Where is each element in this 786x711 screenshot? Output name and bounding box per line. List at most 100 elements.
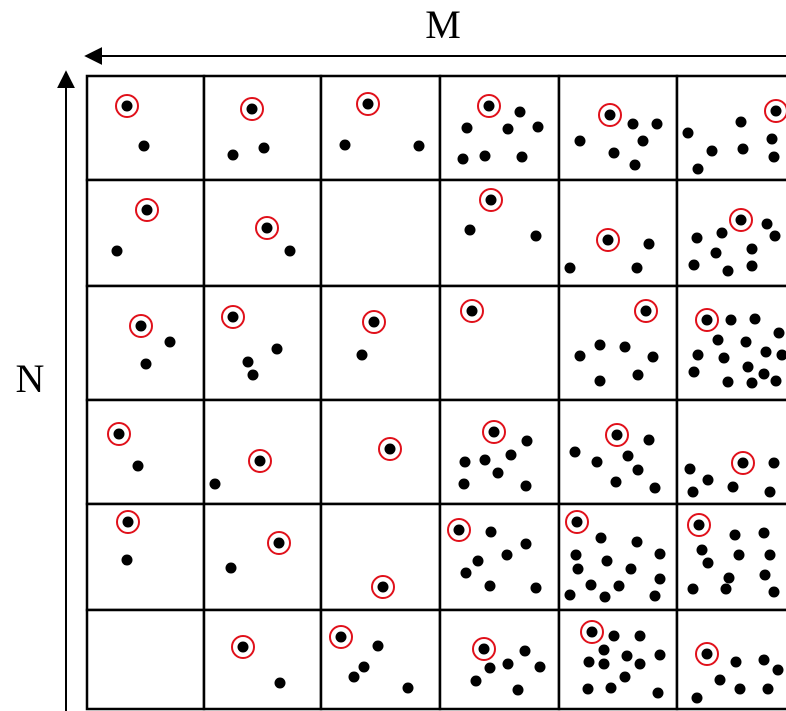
highlighted-dot	[640, 305, 652, 317]
dot	[284, 245, 296, 257]
highlighted-dot	[384, 443, 396, 455]
dot	[459, 456, 471, 468]
dot	[692, 349, 704, 361]
dot	[591, 456, 603, 468]
highlight-ring	[477, 94, 501, 118]
dot	[712, 334, 724, 346]
grid-cell-r5-c2	[202, 502, 323, 612]
dot	[770, 375, 782, 387]
m-axis-label: M	[425, 2, 461, 47]
dot	[746, 243, 758, 255]
dot	[619, 671, 631, 683]
dot	[691, 232, 703, 244]
dot	[716, 227, 728, 239]
highlighted-dot	[273, 537, 285, 549]
grid-cell-r5-c3	[319, 502, 442, 612]
dot	[132, 460, 144, 472]
dot	[111, 245, 123, 257]
dot	[460, 567, 472, 579]
dot	[402, 682, 414, 694]
dot	[764, 549, 776, 561]
dot	[749, 313, 761, 325]
n-axis-label: N	[16, 356, 45, 401]
highlight-ring	[255, 216, 279, 240]
highlighted-dot	[227, 311, 239, 323]
dot	[502, 658, 514, 670]
dot	[599, 591, 611, 603]
dot	[710, 247, 722, 259]
highlighted-dot	[693, 519, 705, 531]
highlight-ring	[107, 422, 131, 446]
dot	[725, 314, 737, 326]
dot	[348, 671, 360, 683]
highlighted-dot	[466, 305, 478, 317]
dot	[682, 127, 694, 139]
dot	[768, 151, 780, 163]
dot	[772, 664, 784, 676]
dot	[574, 350, 586, 362]
dot	[470, 675, 482, 687]
highlight-ring	[472, 637, 496, 661]
dot	[610, 476, 622, 488]
dot	[372, 640, 384, 652]
highlighted-dot	[377, 581, 389, 593]
dot	[121, 554, 133, 566]
highlight-ring	[479, 188, 503, 212]
dot	[501, 549, 513, 561]
dot	[583, 656, 595, 668]
dot	[570, 549, 582, 561]
highlighted-dot	[701, 648, 713, 660]
highlight-ring	[598, 103, 622, 127]
highlighted-dot	[362, 98, 374, 110]
dot	[730, 656, 742, 668]
dot	[516, 151, 528, 163]
grid-cell-r4-c3	[319, 398, 442, 506]
dot	[514, 106, 526, 118]
highlight-ring	[378, 437, 402, 461]
highlighted-dot	[478, 643, 490, 655]
grid-cell-r4-c2	[202, 398, 323, 506]
highlight-ring	[605, 423, 629, 447]
highlight-ring	[356, 92, 380, 116]
dot	[687, 486, 699, 498]
grid-cell-r2-c2	[202, 178, 323, 288]
dot	[258, 142, 270, 154]
highlighted-dot	[122, 516, 134, 528]
dot	[622, 450, 634, 462]
dot	[621, 650, 633, 662]
dot	[274, 677, 286, 689]
dot	[339, 139, 351, 151]
grid-cell-r4-c4	[438, 398, 561, 506]
highlighted-dot	[246, 103, 258, 115]
dot	[688, 366, 700, 378]
dot	[358, 661, 370, 673]
dot	[702, 474, 714, 486]
grid-cell-r1-c3	[319, 74, 442, 182]
dot	[649, 590, 661, 602]
dot	[572, 563, 584, 575]
highlight-ring	[267, 531, 291, 555]
dot	[769, 230, 781, 242]
dot	[746, 377, 758, 389]
dot	[762, 683, 774, 695]
highlighted-dot	[141, 204, 153, 216]
dot	[740, 336, 752, 348]
dot	[714, 674, 726, 686]
dot	[479, 150, 491, 162]
highlighted-dot	[453, 524, 465, 536]
grid-cell-r3-c4	[438, 284, 561, 402]
dot	[520, 538, 532, 550]
dot	[356, 349, 368, 361]
highlighted-dot	[602, 234, 614, 246]
dot	[613, 580, 625, 592]
dot	[530, 230, 542, 242]
dot	[138, 140, 150, 152]
dot	[209, 478, 221, 490]
dot	[608, 147, 620, 159]
highlighted-dot	[488, 426, 500, 438]
dot	[718, 352, 730, 364]
dot	[702, 557, 714, 569]
dot	[534, 661, 546, 673]
highlight-ring	[129, 314, 153, 338]
dot	[608, 630, 620, 642]
